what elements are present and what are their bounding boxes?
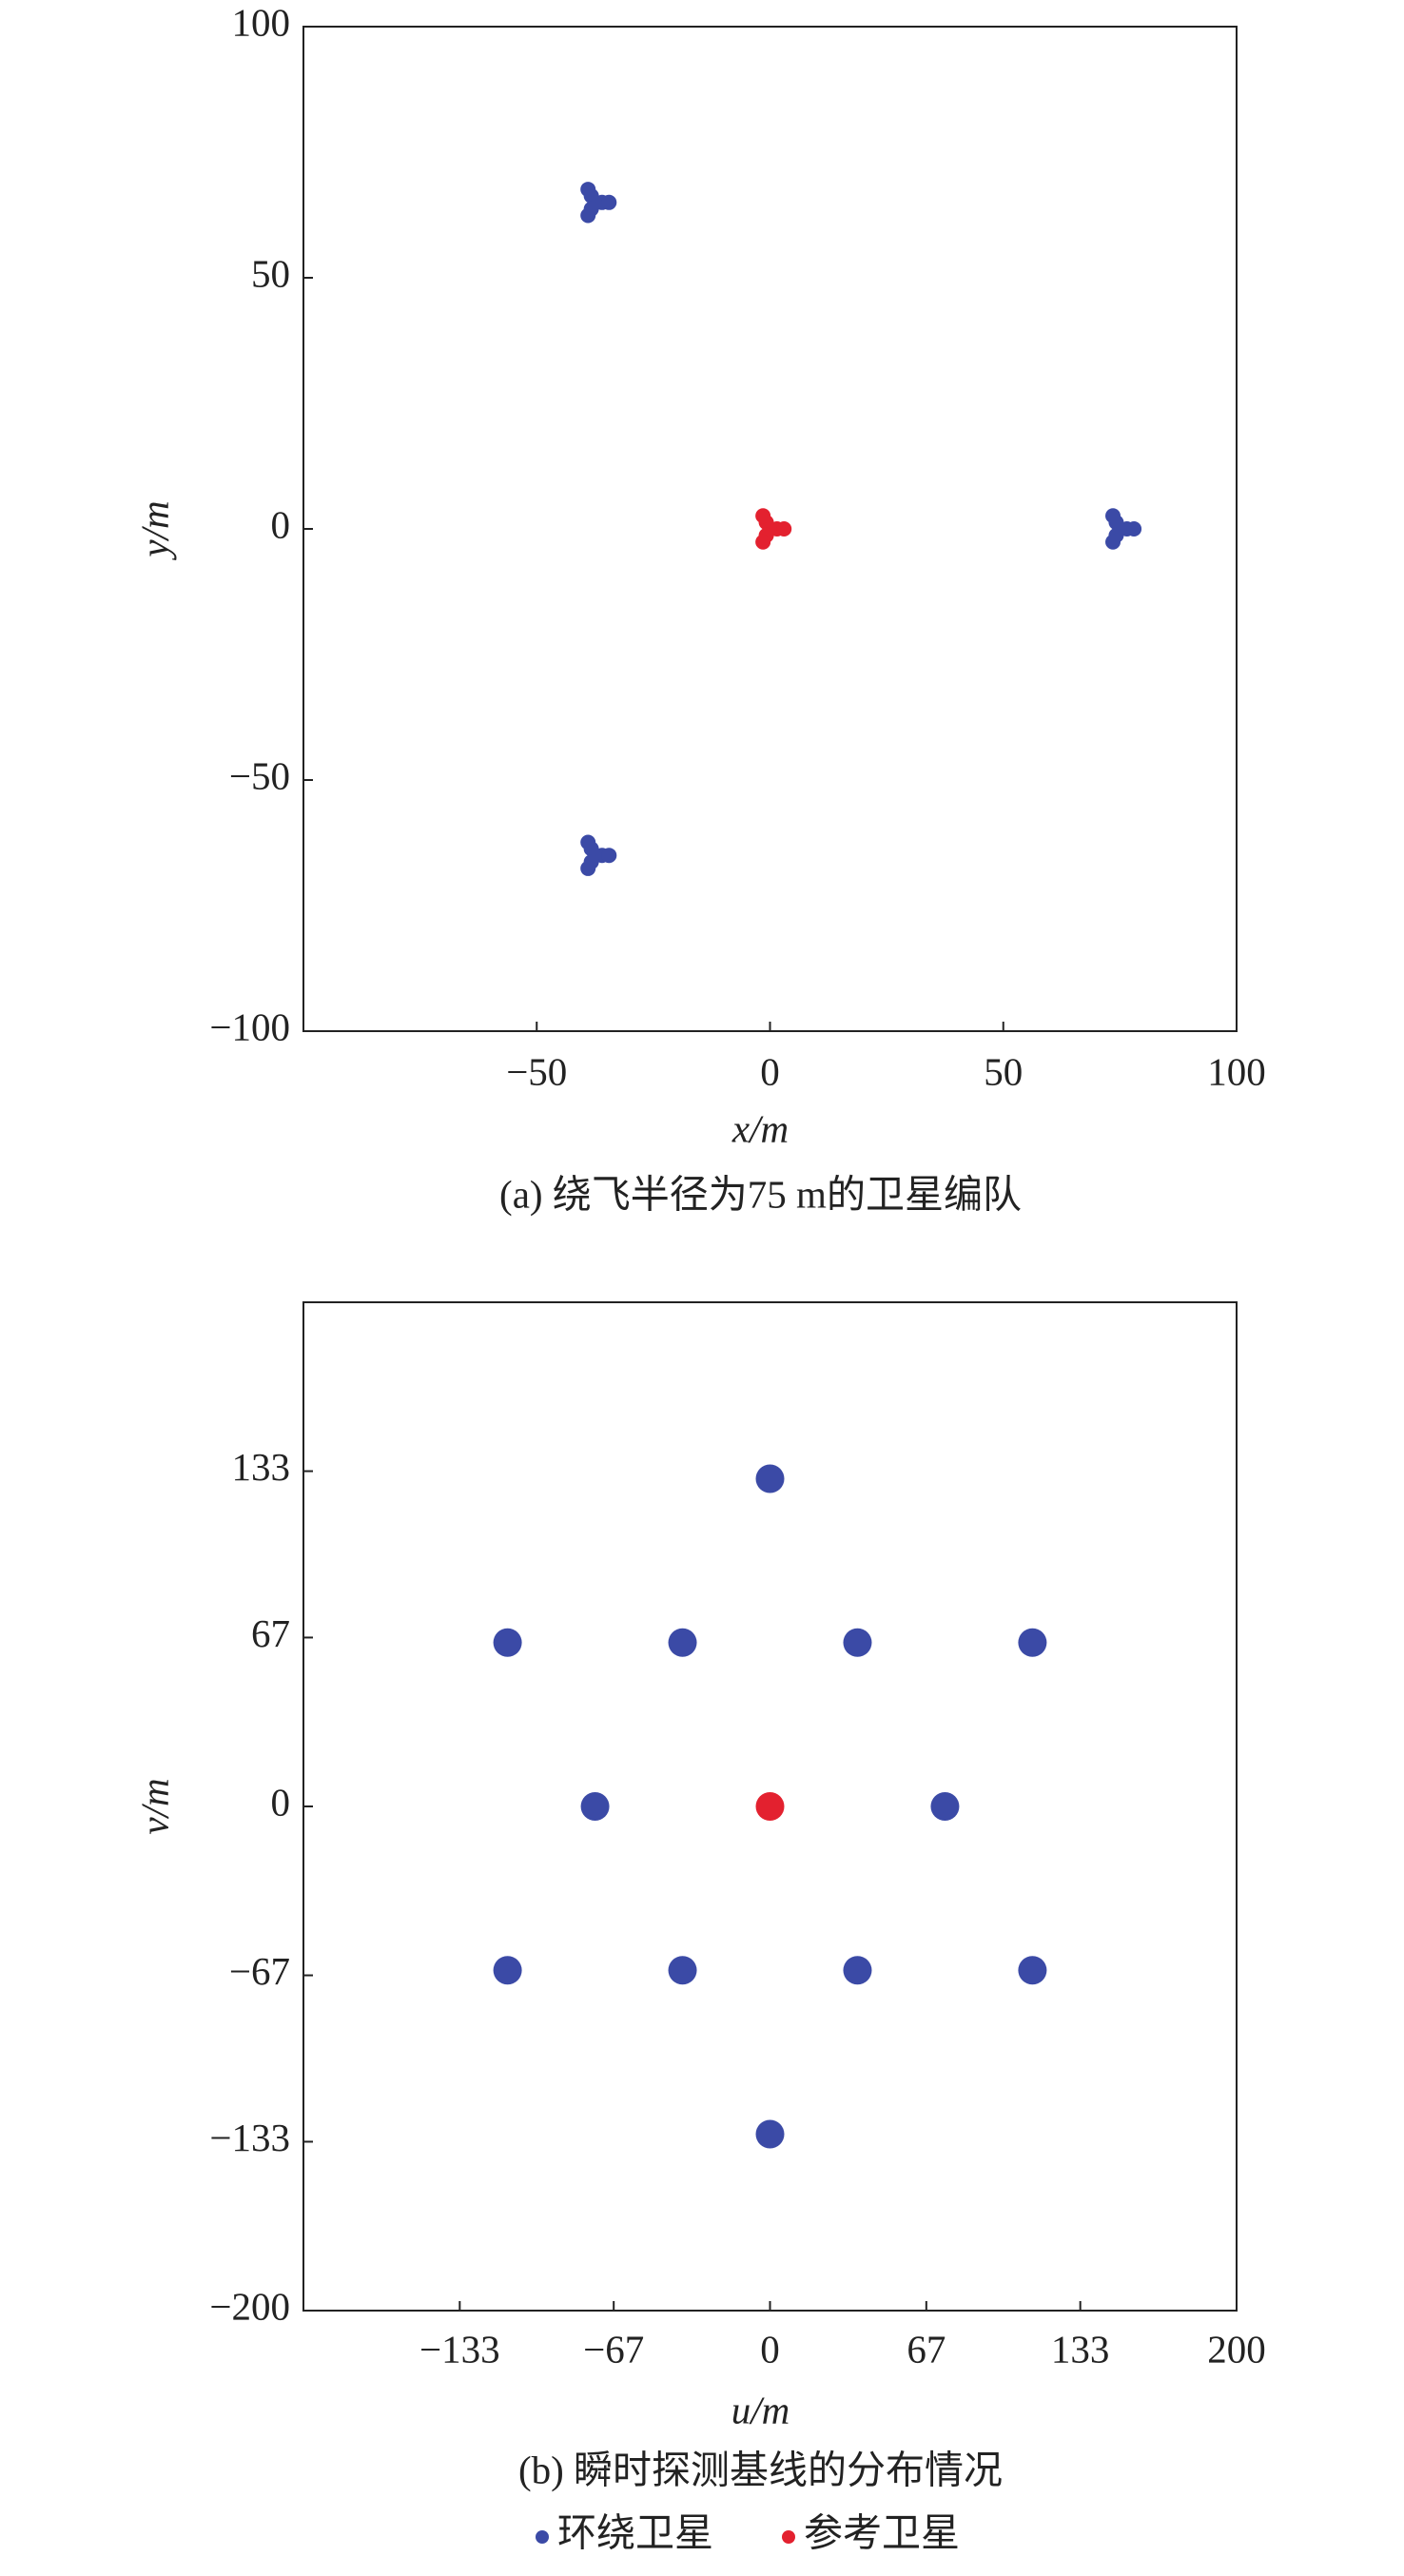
scatter-point	[755, 1464, 785, 1493]
x-axis-label: x/m	[731, 1106, 789, 1150]
x-tick-label: −67	[583, 2327, 644, 2371]
scatter-point	[755, 534, 771, 550]
legend-marker	[536, 2530, 549, 2544]
scatter-point	[755, 1792, 785, 1821]
scatter-point	[755, 2119, 785, 2149]
scatter-point	[601, 848, 617, 864]
scatter-point	[1018, 1956, 1047, 1985]
x-tick-label: 100	[1207, 1049, 1266, 1093]
x-tick-label: −50	[506, 1049, 567, 1093]
scatter-point	[493, 1956, 522, 1985]
scatter-point	[580, 1792, 610, 1821]
scatter-point	[843, 1956, 872, 1985]
scatter-point	[493, 1628, 522, 1657]
scatter-point	[580, 207, 596, 224]
y-tick-label: 67	[251, 1611, 290, 1655]
scatter-point	[668, 1956, 697, 1985]
scatter-point	[580, 834, 596, 850]
scatter-point	[580, 182, 596, 198]
x-tick-label: 0	[760, 2327, 780, 2371]
scatter-point	[668, 1628, 697, 1657]
scatter-point	[755, 508, 771, 524]
y-axis-label: y/m	[132, 500, 176, 560]
scatter-point	[930, 1792, 960, 1821]
x-tick-label: 67	[907, 2327, 946, 2371]
scatter-point	[1126, 521, 1142, 537]
caption: (a) 绕飞半径为75 m的卫星编队	[499, 1172, 1022, 1216]
y-tick-label: −100	[209, 1005, 290, 1048]
x-tick-label: −133	[419, 2327, 500, 2371]
x-axis-label: u/m	[731, 2388, 790, 2431]
x-tick-label: 0	[760, 1049, 780, 1093]
y-tick-label: 0	[271, 502, 291, 546]
scatter-point	[1105, 508, 1121, 524]
y-axis-label: v/m	[132, 1778, 176, 1834]
legend-label: 环绕卫星	[557, 2510, 713, 2554]
y-tick-label: −67	[229, 1949, 290, 1993]
scatter-point	[843, 1628, 872, 1657]
y-tick-label: 0	[271, 1780, 291, 1824]
y-tick-label: −50	[229, 753, 290, 797]
scatter-point	[601, 194, 617, 210]
caption: (b) 瞬时探测基线的分布情况	[518, 2448, 1003, 2491]
legend-label: 参考卫星	[804, 2510, 960, 2554]
scatter-point	[1105, 534, 1121, 550]
y-tick-label: 50	[251, 251, 290, 295]
scatter-point	[580, 860, 596, 876]
y-tick-label: −200	[209, 2284, 290, 2328]
y-tick-label: 100	[232, 0, 291, 44]
scatter-point	[1018, 1628, 1047, 1657]
x-tick-label: 133	[1051, 2327, 1110, 2371]
x-tick-label: 50	[984, 1049, 1023, 1093]
y-tick-label: −133	[209, 2116, 290, 2159]
y-tick-label: 133	[232, 1445, 291, 1489]
legend-marker	[782, 2530, 795, 2544]
scatter-point	[776, 521, 792, 537]
x-tick-label: 200	[1207, 2327, 1266, 2371]
